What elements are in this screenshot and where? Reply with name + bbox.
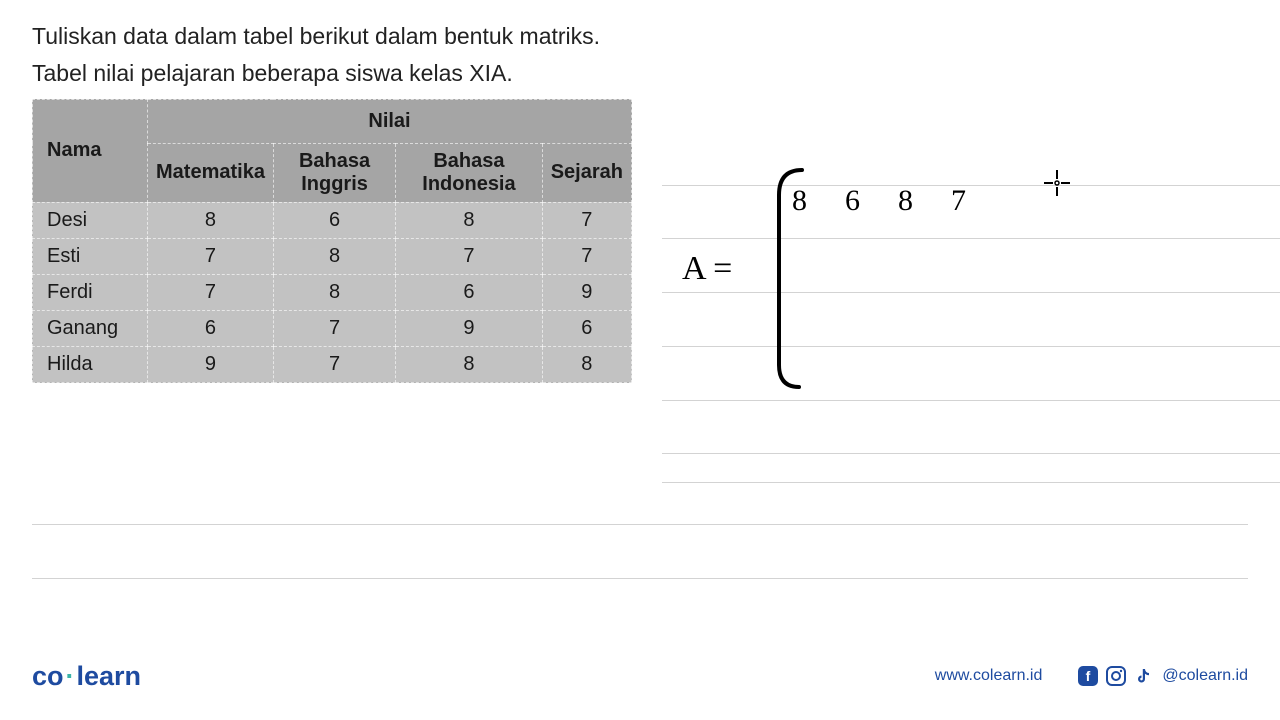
row-value: 7	[396, 238, 543, 274]
row-value: 7	[148, 238, 274, 274]
instagram-icon	[1106, 666, 1126, 686]
svg-text:f: f	[1086, 668, 1091, 684]
table-row: Esti7877	[33, 238, 632, 274]
row-value: 6	[542, 310, 631, 346]
row-name: Esti	[33, 238, 148, 274]
notebook-rule	[662, 482, 1280, 483]
matrix-label: A =	[682, 250, 732, 288]
table-row: Desi8687	[33, 202, 632, 238]
row-value: 6	[148, 310, 274, 346]
row-value: 8	[273, 238, 395, 274]
tiktok-icon	[1134, 666, 1154, 686]
notebook-rule	[32, 524, 1248, 525]
row-value: 7	[542, 238, 631, 274]
row-value: 9	[148, 346, 274, 382]
matrix-cell: 8	[898, 184, 915, 218]
table-caption: Tabel nilai pelajaran beberapa siswa kel…	[32, 57, 632, 90]
handwriting-area: A = 8 6 8 7	[662, 170, 1248, 420]
logo-dot: ·	[66, 661, 75, 691]
matrix-row-1: 8 6 8 7	[792, 184, 968, 218]
social-links: f @colearn.id	[1078, 666, 1248, 686]
row-value: 8	[148, 202, 274, 238]
row-name: Ganang	[33, 310, 148, 346]
footer: co·learn www.colearn.id f @colearn.id	[0, 650, 1280, 720]
table-row: Ferdi7869	[33, 274, 632, 310]
website-url: www.colearn.id	[935, 667, 1043, 685]
table-row: Ganang6796	[33, 310, 632, 346]
row-name: Desi	[33, 202, 148, 238]
row-value: 9	[396, 310, 543, 346]
notebook-rule	[662, 453, 1280, 454]
row-value: 8	[396, 346, 543, 382]
row-value: 7	[542, 202, 631, 238]
table-row: Hilda9788	[33, 346, 632, 382]
row-value: 6	[396, 274, 543, 310]
logo-part-learn: learn	[77, 661, 142, 691]
grades-table: Nama Nilai Matematika Bahasa Inggris Bah…	[32, 99, 632, 383]
logo-part-co: co	[32, 661, 64, 691]
row-name: Hilda	[33, 346, 148, 382]
header-nama: Nama	[33, 99, 148, 202]
social-handle: @colearn.id	[1162, 667, 1248, 685]
row-name: Ferdi	[33, 274, 148, 310]
matrix-cell: 8	[792, 184, 809, 218]
row-value: 8	[273, 274, 395, 310]
matrix-cell: 7	[951, 184, 968, 218]
cursor-crosshair-icon	[1042, 168, 1072, 198]
notebook-rule	[32, 578, 1248, 579]
row-value: 8	[542, 346, 631, 382]
matrix-cell: 6	[845, 184, 862, 218]
row-value: 7	[148, 274, 274, 310]
col-bahasa-inggris: Bahasa Inggris	[273, 143, 395, 202]
row-value: 7	[273, 310, 395, 346]
row-value: 6	[273, 202, 395, 238]
col-bahasa-indonesia: Bahasa Indonesia	[396, 143, 543, 202]
question-instruction: Tuliskan data dalam tabel berikut dalam …	[32, 20, 632, 53]
header-nilai: Nilai	[148, 99, 632, 143]
col-matematika: Matematika	[148, 143, 274, 202]
facebook-icon: f	[1078, 666, 1098, 686]
colearn-logo: co·learn	[32, 661, 141, 692]
row-value: 9	[542, 274, 631, 310]
row-value: 7	[273, 346, 395, 382]
row-value: 8	[396, 202, 543, 238]
col-sejarah: Sejarah	[542, 143, 631, 202]
